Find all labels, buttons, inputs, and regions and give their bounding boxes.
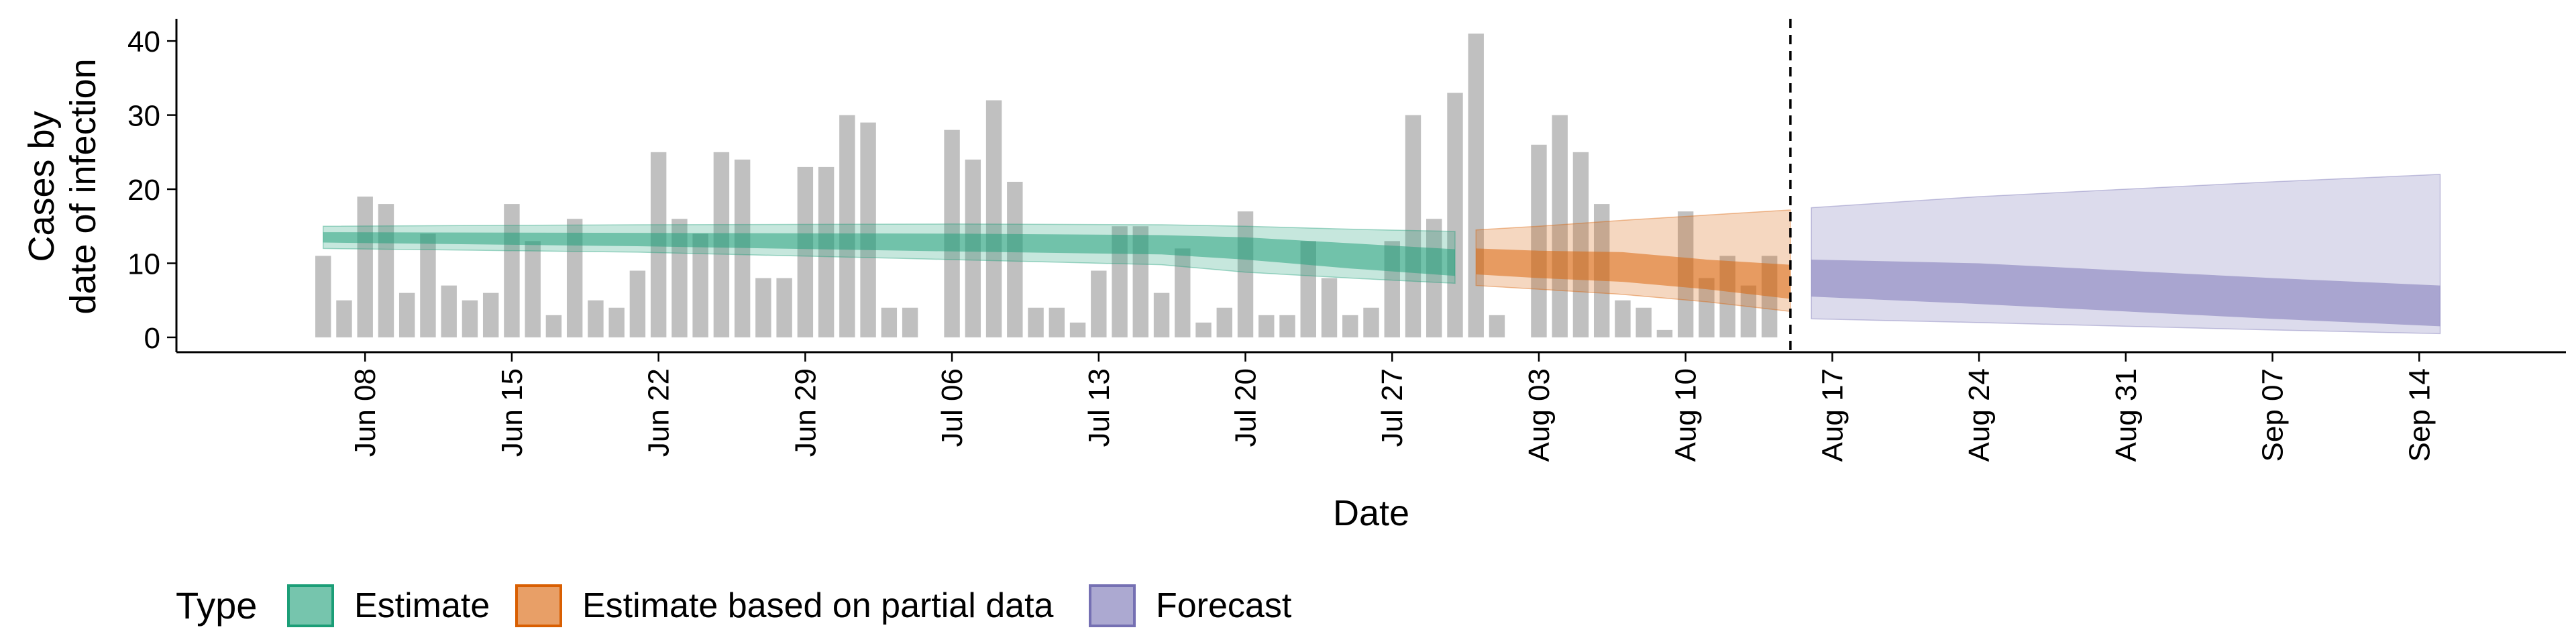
legend: Type Estimate Estimate based on partial da…: [176, 584, 1292, 627]
case-bar: [839, 115, 855, 337]
case-bar: [545, 315, 562, 337]
case-bar: [1321, 278, 1338, 337]
y-axis-title-line: Cases by: [21, 111, 62, 262]
legend-key-1: [287, 584, 334, 627]
legend-key-3: [1089, 584, 1136, 627]
x-tick-label: Jul 06: [936, 368, 969, 447]
case-bar: [1175, 248, 1191, 337]
y-axis-title-line: date of infection: [63, 58, 103, 314]
case-bar: [818, 166, 835, 337]
case-bar: [1699, 278, 1715, 337]
x-tick-label: Jul 13: [1083, 368, 1116, 447]
case-bar: [734, 159, 751, 337]
case-bar: [1069, 322, 1086, 337]
forecast-inner-band: [1811, 259, 2440, 327]
y-tick-label: 20: [127, 174, 160, 207]
legend-label: Estimate: [354, 586, 490, 625]
y-tick-label: 10: [127, 248, 160, 280]
x-tick-label: Aug 03: [1523, 368, 1556, 462]
estimate-bands: [322, 174, 2441, 335]
x-tick-label: Jun 29: [789, 368, 822, 457]
case-bar: [378, 204, 394, 337]
x-axis-title: Date: [1333, 493, 1409, 533]
case-bar: [1447, 93, 1463, 337]
case-bar: [755, 278, 771, 337]
case-bar: [1405, 115, 1421, 337]
case-bar: [398, 292, 415, 337]
x-tick-label: Jul 20: [1230, 368, 1263, 447]
legend-key-2: [515, 584, 562, 627]
x-tick-label: Aug 17: [1816, 368, 1849, 462]
case-bar: [902, 307, 918, 337]
observed-bars: [315, 34, 1778, 337]
case-bar: [1531, 144, 1547, 337]
case-bar: [1468, 34, 1484, 337]
case-bar: [797, 166, 814, 337]
case-bar: [672, 219, 688, 337]
case-bar: [1279, 315, 1295, 337]
case-bar: [692, 233, 708, 337]
case-bar: [1216, 307, 1232, 337]
y-tick-label: 0: [144, 322, 160, 355]
case-bar: [1572, 152, 1589, 337]
case-bar: [1740, 285, 1757, 337]
case-bar: [462, 300, 478, 337]
case-bar: [629, 270, 646, 337]
y-tick-label: 30: [127, 100, 160, 133]
case-bar: [1342, 315, 1358, 337]
case-bar: [985, 100, 1002, 337]
case-bar: [357, 197, 373, 337]
case-bar: [1258, 315, 1275, 337]
x-tick-label: Jun 08: [349, 368, 382, 457]
y-axis-title: Cases bydate of infection: [21, 58, 103, 314]
case-bar: [1363, 307, 1379, 337]
y-tick-label: 40: [127, 25, 160, 58]
case-bar: [525, 241, 541, 337]
legend-label: Estimate based on partial data: [582, 586, 1054, 625]
case-bar: [1195, 322, 1212, 337]
estimate-inner-band: [323, 232, 1455, 276]
case-bar: [566, 219, 583, 337]
case-bar: [1656, 329, 1673, 337]
case-bar: [1049, 307, 1065, 337]
case-bar: [588, 300, 604, 337]
case-bar: [1615, 300, 1631, 337]
case-bar: [315, 256, 331, 337]
case-bar: [1635, 307, 1652, 337]
x-tick-label: Aug 31: [2110, 368, 2143, 462]
case-bar: [881, 307, 898, 337]
estimate-based-on-partial-data-inner-band: [1476, 248, 1790, 299]
case-bar: [441, 285, 457, 337]
case-bar: [504, 204, 520, 337]
case-bar: [420, 233, 436, 337]
case-bar: [944, 129, 960, 337]
case-bar: [336, 300, 352, 337]
x-tick-label: Jul 27: [1376, 368, 1409, 447]
case-bar: [1489, 315, 1505, 337]
x-tick-label: Sep 07: [2257, 368, 2290, 462]
x-tick-label: Aug 10: [1670, 368, 1703, 462]
case-bar: [608, 307, 625, 337]
case-bar: [776, 278, 792, 337]
x-tick-label: Jun 22: [643, 368, 676, 457]
axes: 0 10 20 30 40 Jun 08 Jun 15 Jun 22 Jun 29 Jul 06 J…: [21, 19, 2566, 533]
x-tick-label: Jun 15: [496, 368, 529, 457]
case-bar: [1112, 226, 1128, 337]
x-tick-label: Sep 14: [2403, 368, 2436, 462]
case-bar: [1091, 270, 1107, 337]
case-bar: [1028, 307, 1044, 337]
case-bar: [1552, 115, 1568, 337]
case-bar: [482, 292, 499, 337]
case-bar: [860, 122, 876, 337]
x-tick-label: Aug 24: [1963, 368, 1996, 462]
legend-label: Forecast: [1156, 586, 1292, 625]
case-bar: [1007, 181, 1023, 337]
legend-title: Type: [176, 584, 257, 627]
case-bar: [1153, 292, 1170, 337]
